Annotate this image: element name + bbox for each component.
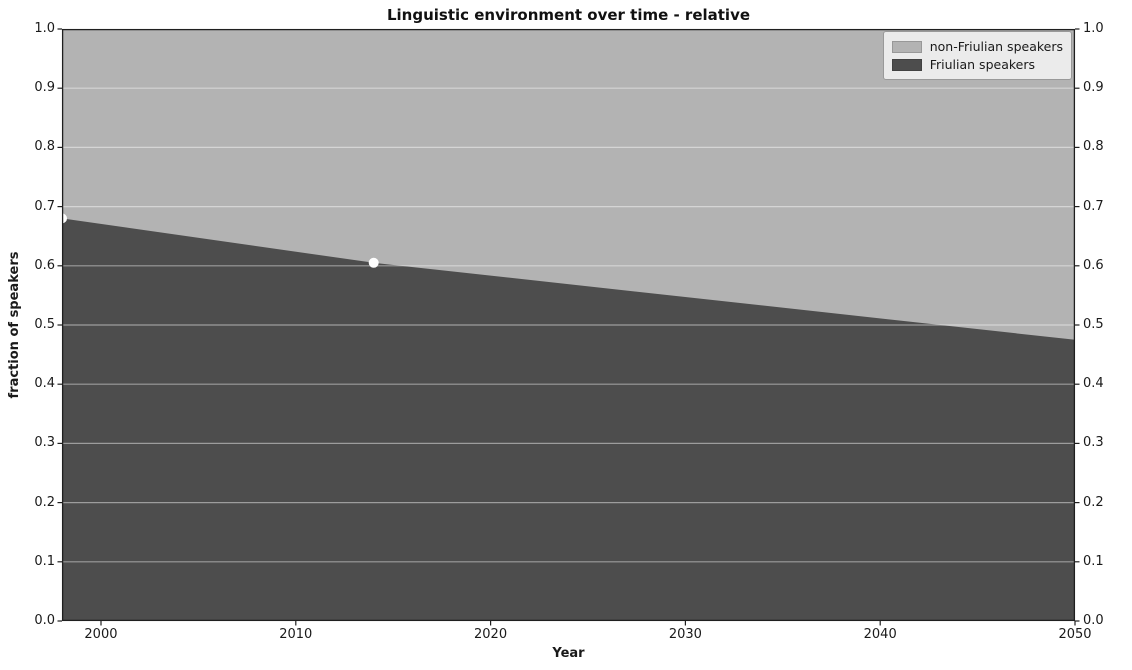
y-tick-label-left: 1.0 <box>34 21 55 36</box>
y-tick-label-right: 0.1 <box>1083 553 1104 569</box>
x-tick-label: 2020 <box>474 627 508 642</box>
x-tick-label: 2050 <box>1058 627 1092 642</box>
legend-label: Friulian speakers <box>929 57 1035 72</box>
y-tick-label-left: 0.9 <box>34 80 55 96</box>
chart-title: Linguistic environment over time - relat… <box>386 6 751 24</box>
x-tick-label: 2010 <box>279 627 313 642</box>
plot-area <box>57 28 1080 626</box>
legend: non-Friulian speakers Friulian speakers <box>882 31 1072 80</box>
y-tick-label-left: 0.2 <box>34 494 55 510</box>
plot-border <box>61 28 1076 622</box>
legend-swatch-non-friulian <box>891 40 922 53</box>
y-tick-label-right: 1.0 <box>1083 21 1104 36</box>
x-tick-label: 2030 <box>668 627 702 642</box>
y-tick-label-left: 0.8 <box>34 139 55 155</box>
y-tick-label-right: 0.6 <box>1083 257 1104 273</box>
y-tick-label-right: 0.4 <box>1083 376 1104 392</box>
y-tick-label-right: 0.8 <box>1083 139 1104 155</box>
y-tick-label-left: 0.4 <box>34 376 55 392</box>
legend-item: Friulian speakers <box>891 56 1063 73</box>
y-tick-label-left: 0.3 <box>34 435 55 451</box>
area-friulian-speakers <box>62 218 1075 621</box>
y-tick-label-left: 0.7 <box>34 198 55 214</box>
x-tick-label: 2040 <box>863 627 897 642</box>
y-tick-label-left: 0.1 <box>34 553 55 569</box>
x-axis-label: Year <box>552 646 585 661</box>
y-tick-label-right: 0.2 <box>1083 494 1104 510</box>
y-tick-label-right: 0.9 <box>1083 80 1104 96</box>
y-axis-label: fraction of speakers <box>7 251 22 399</box>
legend-label: non-Friulian speakers <box>929 39 1063 54</box>
legend-item: non-Friulian speakers <box>891 38 1063 55</box>
y-tick-label-right: 0.3 <box>1083 435 1104 451</box>
y-tick-label-left: 0.5 <box>34 317 55 332</box>
x-tick-label: 2000 <box>84 627 118 642</box>
y-tick-label-right: 0.7 <box>1083 198 1104 214</box>
legend-swatch-friulian <box>891 58 922 71</box>
y-tick-label-right: 0.5 <box>1083 317 1104 332</box>
y-tick-label-right: 0.0 <box>1083 613 1104 628</box>
y-tick-label-left: 0.0 <box>34 613 55 628</box>
y-tick-label-left: 0.6 <box>34 257 55 273</box>
data-point-marker <box>368 257 379 268</box>
